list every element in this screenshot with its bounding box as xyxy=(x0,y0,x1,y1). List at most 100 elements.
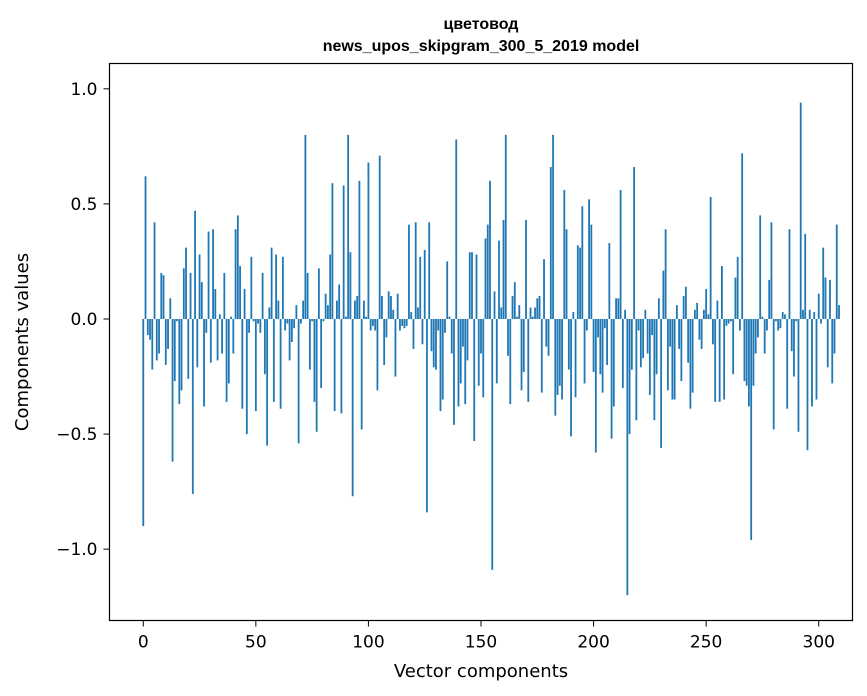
bar-4 xyxy=(151,318,154,370)
bar-168 xyxy=(520,318,523,391)
bar-17 xyxy=(180,318,183,391)
bar-232 xyxy=(664,229,667,319)
bar-283 xyxy=(779,318,782,329)
bar-65 xyxy=(288,318,291,361)
bar-245 xyxy=(693,309,696,319)
bar-166 xyxy=(516,316,518,319)
bar-270 xyxy=(750,318,753,540)
bar-118 xyxy=(408,224,410,319)
bar-307 xyxy=(833,318,836,354)
bar-80 xyxy=(322,318,325,322)
bar-127 xyxy=(428,222,431,319)
bar-260 xyxy=(727,318,730,324)
y-tick-label-3: −0.5 xyxy=(56,425,97,445)
bar-134 xyxy=(444,318,446,333)
bar-265 xyxy=(739,318,741,331)
bar-78 xyxy=(317,268,320,319)
bar-67 xyxy=(293,318,296,329)
bar-309 xyxy=(838,305,840,319)
bar-262 xyxy=(732,318,735,375)
x-tick-label-5: 250 xyxy=(690,633,722,653)
bar-243 xyxy=(689,318,692,409)
bar-141 xyxy=(459,318,462,384)
x-tick-label-3: 150 xyxy=(465,633,497,653)
bar-115 xyxy=(401,318,404,326)
bar-84 xyxy=(331,183,334,319)
bar-34 xyxy=(218,314,221,319)
bar-181 xyxy=(549,167,552,319)
bar-54 xyxy=(263,318,266,375)
bar-91 xyxy=(347,134,350,319)
bar-71 xyxy=(302,300,305,319)
bar-85 xyxy=(333,318,336,412)
x-tick-label-2: 100 xyxy=(352,633,384,653)
bar-69 xyxy=(297,318,300,444)
bar-242 xyxy=(687,318,690,363)
bar-226 xyxy=(651,318,654,336)
bar-48 xyxy=(250,256,253,319)
bar-116 xyxy=(403,318,406,329)
bar-125 xyxy=(423,249,426,319)
bar-9 xyxy=(162,275,165,319)
bar-104 xyxy=(376,318,379,391)
bar-267 xyxy=(743,318,746,382)
bar-220 xyxy=(637,318,640,331)
bar-139 xyxy=(455,139,458,319)
bar-235 xyxy=(671,318,674,400)
bar-143 xyxy=(464,318,467,405)
bar-250 xyxy=(705,289,708,319)
bar-102 xyxy=(372,318,374,326)
bar-114 xyxy=(399,318,401,331)
bar-121 xyxy=(414,222,417,319)
bar-24 xyxy=(196,318,199,368)
bar-93 xyxy=(351,318,354,497)
bar-10 xyxy=(164,318,167,366)
bar-105 xyxy=(378,155,381,319)
bar-130 xyxy=(435,318,437,370)
bar-189 xyxy=(567,318,570,370)
y-tick-label-0: 1.0 xyxy=(70,80,97,100)
bar-295 xyxy=(806,318,809,451)
bar-90 xyxy=(345,316,347,319)
bar-76 xyxy=(313,318,316,402)
bar-100 xyxy=(367,162,370,319)
bar-284 xyxy=(781,312,784,319)
x-tick-label-1: 50 xyxy=(245,633,267,653)
bar-214 xyxy=(624,309,626,319)
bar-74 xyxy=(308,318,311,370)
bar-191 xyxy=(572,312,575,319)
bar-96 xyxy=(358,180,361,319)
bar-26 xyxy=(200,282,203,319)
bar-187 xyxy=(563,190,566,319)
bar-203 xyxy=(599,318,602,375)
bar-255 xyxy=(716,300,719,319)
bar-55 xyxy=(266,318,269,446)
bar-278 xyxy=(768,279,771,319)
bar-182 xyxy=(552,134,554,319)
bar-204 xyxy=(601,318,604,393)
bar-254 xyxy=(714,318,717,402)
bar-94 xyxy=(354,300,356,319)
bar-92 xyxy=(349,252,352,319)
bar-213 xyxy=(621,318,624,389)
bar-12 xyxy=(169,298,172,319)
bar-135 xyxy=(446,261,449,319)
bar-77 xyxy=(315,318,318,432)
y-tick-label-4: −1.0 xyxy=(56,540,97,560)
bar-82 xyxy=(327,305,329,319)
bar-222 xyxy=(642,318,645,359)
bar-200 xyxy=(592,318,595,372)
y-axis-ticks: 1.0 0.5 0.0 −0.5 −1.0 xyxy=(56,80,110,560)
bar-177 xyxy=(540,318,543,393)
bar-301 xyxy=(820,318,822,324)
bar-61 xyxy=(279,318,282,409)
bar-268 xyxy=(745,318,748,386)
bar-124 xyxy=(421,318,424,345)
bar-19 xyxy=(185,247,187,319)
bar-83 xyxy=(329,254,332,319)
bar-63 xyxy=(284,318,287,331)
bar-59 xyxy=(275,254,278,319)
bar-144 xyxy=(466,318,469,361)
bar-215 xyxy=(626,318,629,596)
